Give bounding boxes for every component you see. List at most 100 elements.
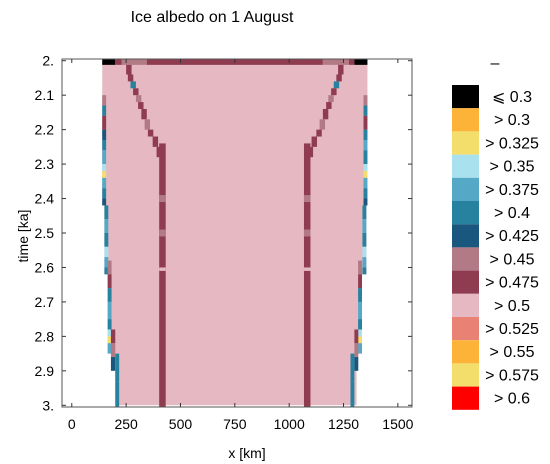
heatmap-cell: [121, 59, 147, 65]
y-tick-label: 2.6: [35, 259, 55, 275]
heatmap-cell: [362, 219, 367, 233]
legend-label: > 0.575: [485, 367, 539, 384]
heatmap-cell: [319, 119, 326, 130]
heatmap-cell: [159, 229, 166, 237]
y-tick-label: 2.3: [35, 156, 55, 172]
legend-label: > 0.35: [490, 159, 535, 176]
heatmap-cell: [303, 267, 311, 271]
legend-title: –: [491, 55, 500, 72]
heatmap-cell: [107, 260, 112, 275]
heatmap-cell: [107, 274, 112, 289]
heatmap-cell: [102, 177, 107, 189]
y-axis-label: time [ka]: [15, 210, 31, 263]
heatmap-cell: [104, 246, 109, 258]
heatmap-cell: [363, 129, 368, 140]
heatmap-cell: [336, 74, 342, 82]
legend: ⩽ 0.3 > 0.3 > 0.325 > 0.35 > 0.375 > 0.4 > 0.4…: [452, 85, 539, 410]
y-tick-label: 2.1: [35, 87, 55, 103]
legend-swatch: [452, 317, 479, 341]
legend-label: > 0.3: [494, 112, 530, 129]
x-tick-label: 500: [169, 416, 193, 432]
heatmap-cell: [110, 357, 116, 371]
heatmap-cell: [322, 59, 349, 65]
y-tick-label: 2.7: [35, 294, 55, 310]
heatmap-cell: [303, 143, 311, 408]
heatmap-cell: [104, 267, 109, 275]
y-tick-label: 2.: [42, 53, 54, 69]
heatmap-cell: [107, 329, 112, 337]
heatmap-cell: [358, 336, 362, 344]
legend-label: > 0.325: [485, 135, 539, 152]
heatmap-cell: [363, 115, 368, 130]
heatmap-cell: [107, 336, 112, 344]
y-tick-label: 2.8: [35, 328, 55, 344]
legend-swatch: [452, 108, 479, 132]
chart-title: Ice albedo on 1 August: [131, 9, 294, 26]
legend-label: > 0.425: [485, 228, 539, 245]
heatmap-cell: [363, 170, 368, 178]
heatmap-cell: [362, 257, 367, 268]
axis-ticks: 0 250 500 750 1000 1250 1500 2. 2.1 2.2 2.3 2.4 2.5 2…: [35, 53, 414, 432]
x-tick-label: 1250: [328, 416, 359, 432]
heatmap-cell: [102, 164, 107, 171]
legend-swatch: [452, 224, 479, 248]
legend-swatch: [452, 247, 479, 271]
heatmap-cell: [358, 319, 362, 330]
legend-label: ⩽ 0.3: [492, 89, 532, 106]
heatmap-cell: [102, 95, 107, 106]
heatmap-cell: [141, 108, 147, 120]
heatmap-cell: [338, 64, 344, 75]
heatmap-cell: [102, 115, 107, 130]
heatmap-cell: [107, 319, 112, 330]
y-tick-label: 2.4: [35, 191, 55, 207]
heatmap-cell: [350, 381, 355, 407]
heatmap-cell: [144, 119, 151, 130]
heatmap-cell: [133, 88, 139, 96]
legend-label: > 0.4: [494, 205, 530, 222]
heatmap-cell: [127, 74, 134, 82]
heatmap-cell: [104, 233, 109, 247]
heatmap-cell: [159, 143, 166, 408]
legend-swatch: [452, 85, 479, 109]
heatmap-cell: [303, 195, 311, 202]
x-tick-label: 250: [114, 416, 138, 432]
heatmap-cell: [358, 301, 362, 320]
heatmap-cells: [102, 59, 368, 408]
y-tick-label: 2.5: [35, 225, 55, 241]
heatmap-cell: [115, 59, 122, 65]
heatmap-cell: [331, 88, 337, 96]
heatmap-cell: [348, 59, 355, 65]
heatmap-cell: [358, 343, 362, 354]
legend-label: > 0.475: [485, 275, 539, 292]
heatmap-cell: [363, 188, 368, 199]
heatmap-cell: [104, 205, 109, 220]
heatmap-cell: [102, 188, 107, 199]
legend-swatch: [452, 340, 479, 364]
heatmap-cell: [358, 274, 362, 289]
heatmap-cell: [354, 357, 359, 371]
heatmap-cell: [354, 59, 368, 65]
heatmap-cell: [107, 288, 112, 302]
heatmap-cell: [363, 177, 368, 189]
heatmap-cell: [363, 139, 368, 151]
legend-label: > 0.525: [485, 321, 539, 338]
y-tick-label: 2.9: [35, 363, 55, 379]
x-tick-label: 1000: [274, 416, 305, 432]
x-tick-label: 750: [223, 416, 247, 432]
heatmap-cell: [102, 198, 107, 206]
heatmap-cell: [326, 102, 332, 109]
heatmap-cell: [135, 95, 142, 103]
y-tick-label: 2.2: [35, 122, 55, 138]
heatmap-cell: [104, 219, 109, 233]
heatmap-cell: [363, 198, 368, 206]
heatmap-cell: [159, 267, 166, 271]
heatmap-cell: [107, 343, 112, 354]
heatmap-cell: [102, 105, 107, 116]
heatmap-cell: [126, 64, 132, 75]
heatmap-cell: [147, 129, 154, 137]
heatmap-cell: [358, 288, 362, 302]
legend-label: > 0.6: [494, 391, 530, 408]
heatmap-cell: [110, 329, 116, 344]
heatmap-cell: [152, 136, 159, 147]
